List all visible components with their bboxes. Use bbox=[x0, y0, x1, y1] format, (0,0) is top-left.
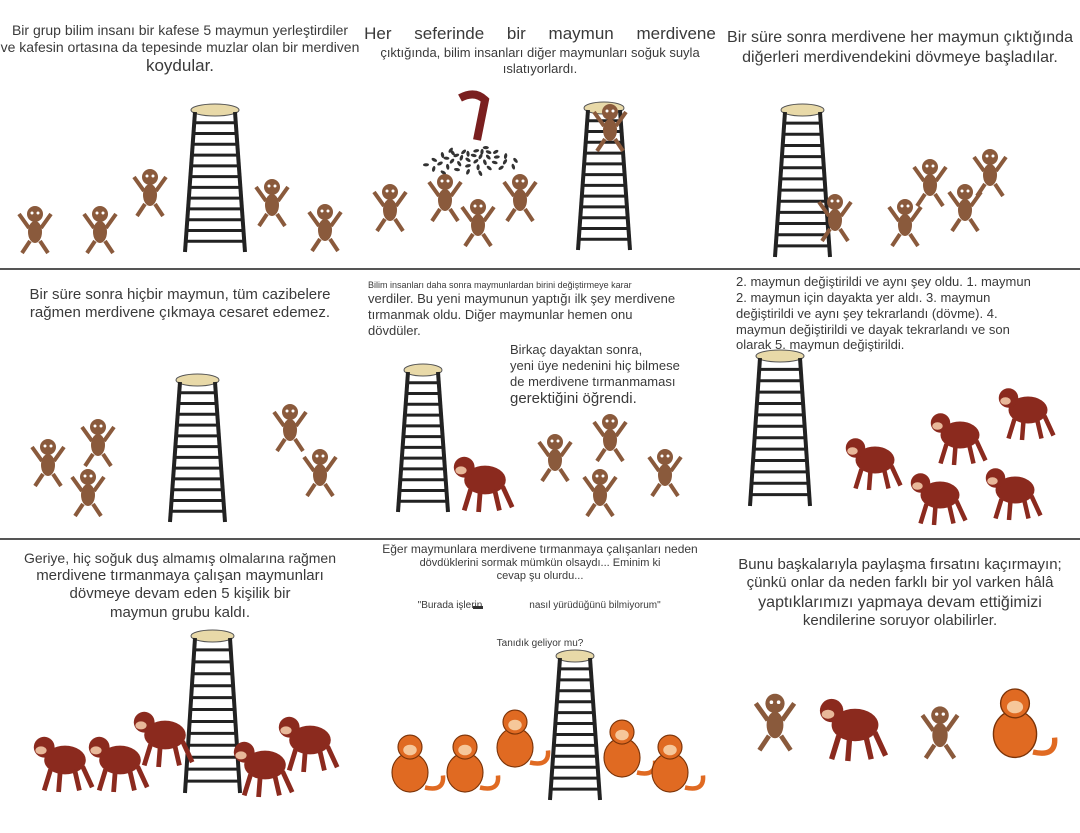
ladder-icon bbox=[183, 103, 247, 253]
panel-2: Her seferinde bir maymun merdivene çıktı… bbox=[360, 0, 720, 268]
panel-4-art bbox=[30, 373, 338, 523]
monkey-orange-icon bbox=[651, 734, 706, 793]
panel-5-caption-2: Birkaç dayaktan sonra, yeni üye nedenini… bbox=[510, 342, 680, 407]
panel-3-art bbox=[773, 103, 1008, 258]
panel-4: Bir süre sonra hiçbir maymun, tüm cazibe… bbox=[0, 270, 360, 538]
monkey-big-icon bbox=[930, 413, 988, 466]
monkey-small-icon bbox=[502, 174, 538, 223]
panel-3-caption: Bir süre sonra merdivene her maymun çıkt… bbox=[727, 29, 1073, 66]
monkey-small-icon bbox=[582, 469, 618, 518]
panel-7-art bbox=[33, 629, 340, 798]
question: Tanıdık geliyor mu? bbox=[496, 638, 584, 649]
monkey-small-icon bbox=[817, 194, 853, 243]
monkey-orange-icon bbox=[603, 719, 658, 778]
row-divider bbox=[0, 268, 1080, 270]
monkey-orange-icon bbox=[446, 734, 501, 793]
monkey-small-icon bbox=[80, 419, 116, 468]
panel-8-caption: Eğer maymunlara merdivene tırmanmaya çal… bbox=[382, 542, 698, 583]
monkey-small-icon bbox=[972, 149, 1008, 198]
quote-right: nasıl yürüdüğünü bilmiyorum" bbox=[529, 600, 661, 611]
monkey-big-icon bbox=[88, 736, 150, 793]
panel-7: Geriye, hiç soğuk duş almamış olmalarına… bbox=[0, 540, 360, 833]
panel-6: 2. maymun değiştirildi ve aynı şey oldu.… bbox=[720, 270, 1080, 538]
monkey-small-icon bbox=[912, 159, 948, 208]
ladder-icon bbox=[576, 101, 632, 251]
panel-1-art bbox=[17, 103, 343, 255]
ladder-icon bbox=[748, 349, 812, 507]
monkey-small-icon bbox=[537, 434, 573, 483]
panel-5-art bbox=[396, 363, 683, 518]
panel-2-art bbox=[372, 90, 632, 251]
monkey-small-icon bbox=[30, 439, 66, 488]
monkey-big-icon bbox=[910, 473, 968, 526]
panel-9-caption: Bunu başkalarıyla paylaşma fırsatını kaç… bbox=[738, 556, 1062, 630]
monkey-big-icon bbox=[985, 468, 1043, 521]
panel-4-caption: Bir süre sonra hiçbir maymun, tüm cazibe… bbox=[29, 286, 331, 322]
ladder-icon bbox=[548, 649, 602, 801]
monkey-big-icon bbox=[278, 716, 340, 773]
monkey-small-icon bbox=[70, 469, 106, 518]
ladder-icon bbox=[396, 363, 450, 513]
panel-7-caption: Geriye, hiç soğuk duş almamış olmalarına… bbox=[23, 550, 337, 621]
monkey-small-icon bbox=[947, 184, 983, 233]
monkey-orange-icon bbox=[496, 709, 551, 768]
panel-8: Eğer maymunlara merdivene tırmanmaya çal… bbox=[360, 540, 720, 833]
panel-9: Bunu başkalarıyla paylaşma fırsatını kaç… bbox=[720, 540, 1080, 833]
monkey-orange-icon bbox=[992, 688, 1058, 759]
monkey-big-icon bbox=[845, 438, 903, 491]
monkey-small-icon bbox=[372, 184, 408, 233]
monkey-big-icon bbox=[819, 698, 889, 762]
panel-1-caption: Bir grup bilim insanı bir kafese 5 maymu… bbox=[0, 22, 360, 76]
ladder-icon bbox=[183, 629, 242, 794]
ladder-icon bbox=[168, 373, 227, 523]
monkey-big-icon bbox=[998, 388, 1056, 441]
panel-9-art bbox=[753, 688, 1058, 762]
quote-left: "Burada işlerin bbox=[417, 600, 483, 611]
panel-2-caption: Her seferinde bir maymun merdivene çıktı… bbox=[364, 24, 716, 76]
monkey-small-icon bbox=[920, 706, 960, 760]
panel-1: Bir grup bilim insanı bir kafese 5 maymu… bbox=[0, 0, 360, 268]
monkey-small-icon bbox=[592, 414, 628, 463]
monkey-small-icon bbox=[887, 199, 923, 248]
panel-8-art bbox=[391, 649, 706, 801]
monkey-big-icon bbox=[453, 456, 515, 513]
panel-6-art bbox=[748, 349, 1056, 526]
monkey-small-icon bbox=[132, 169, 168, 218]
monkey-small-icon bbox=[592, 104, 628, 153]
water-spray-icon bbox=[423, 90, 518, 176]
monkey-small-icon bbox=[427, 174, 463, 223]
monkey-small-icon bbox=[753, 693, 797, 752]
monkey-small-icon bbox=[82, 206, 118, 255]
row-divider bbox=[0, 538, 1080, 540]
monkey-small-icon bbox=[307, 204, 343, 253]
panel-5: Bilim insanları daha sonra maymunlardan … bbox=[360, 270, 720, 538]
monkey-big-icon bbox=[233, 741, 295, 798]
ladder-icon bbox=[773, 103, 832, 258]
monkey-small-icon bbox=[460, 199, 496, 248]
monkey-orange-icon bbox=[391, 734, 446, 793]
panel-3: Bir süre sonra merdivene her maymun çıkt… bbox=[720, 0, 1080, 268]
monkey-small-icon bbox=[302, 449, 338, 498]
monkey-small-icon bbox=[272, 404, 308, 453]
monkey-small-icon bbox=[647, 449, 683, 498]
monkey-small-icon bbox=[17, 206, 53, 255]
dash-mark bbox=[473, 606, 483, 609]
monkey-big-icon bbox=[33, 736, 95, 793]
panel-5-caption: Bilim insanları daha sonra maymunlardan … bbox=[368, 280, 676, 338]
panel-6-caption: 2. maymun değiştirildi ve aynı şey oldu.… bbox=[736, 274, 1031, 353]
monkey-small-icon bbox=[254, 179, 290, 228]
monkey-big-icon bbox=[133, 711, 195, 768]
